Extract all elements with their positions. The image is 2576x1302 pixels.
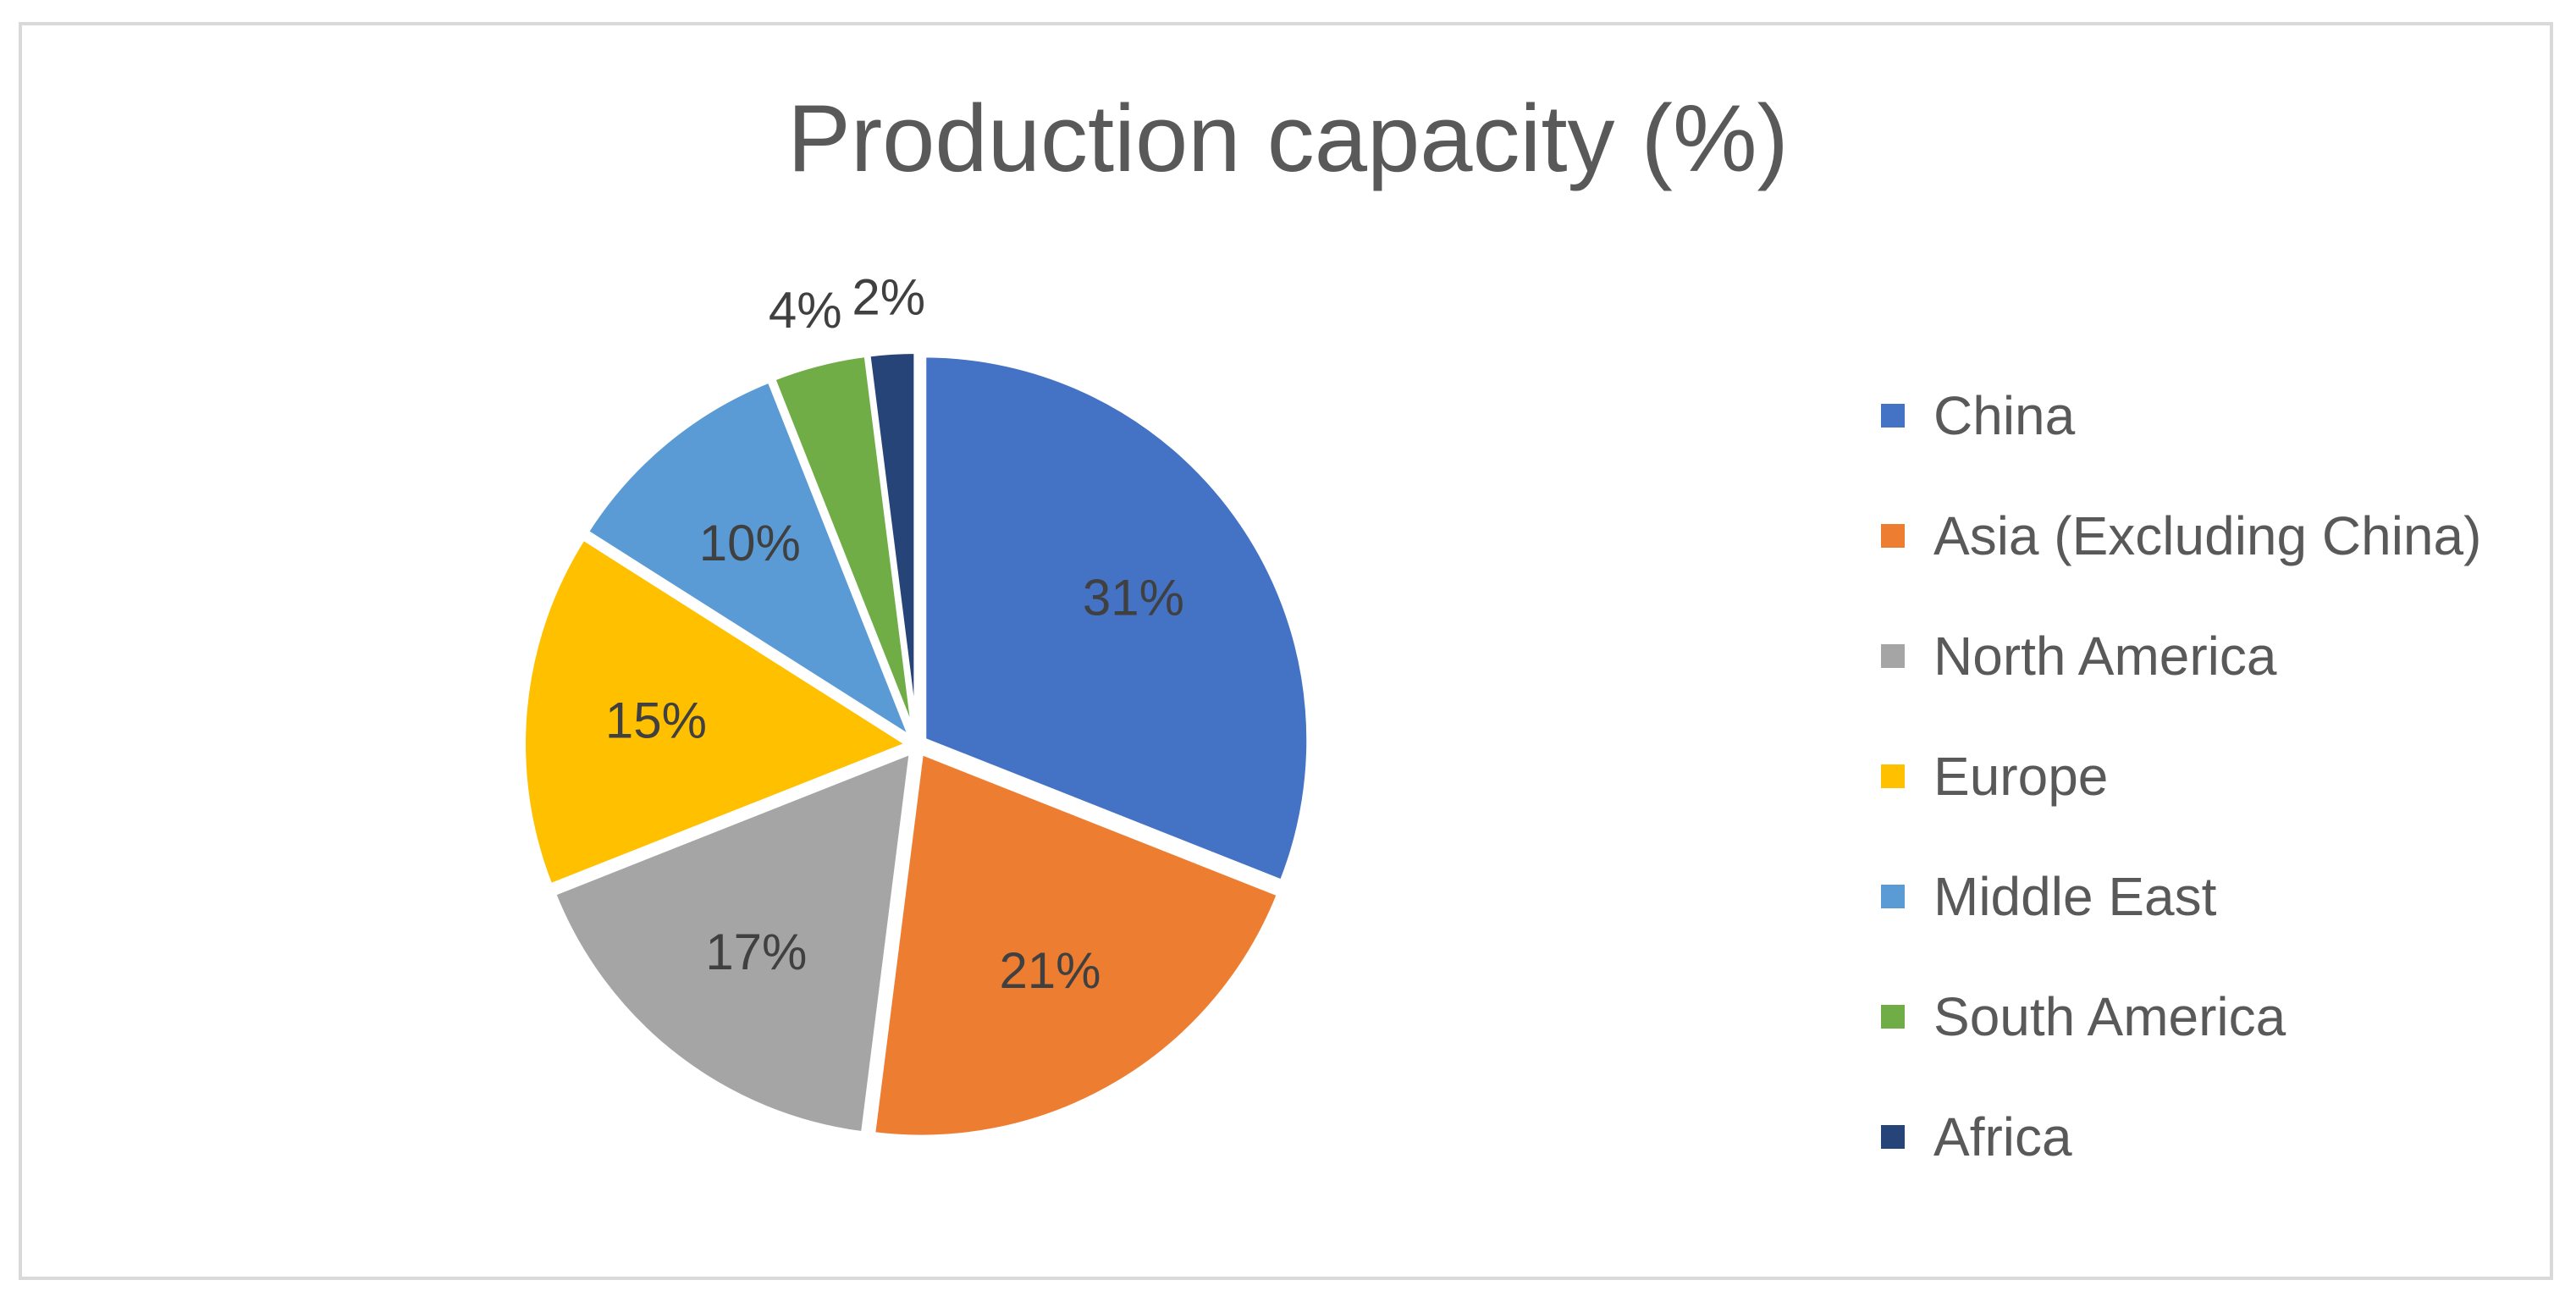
- pie-slice-asia-excluding-china: [869, 748, 1283, 1140]
- legend-label: Asia (Excluding China): [1933, 505, 2482, 566]
- pie-slice-middle-east: [582, 377, 917, 745]
- legend-swatch: [1881, 644, 1905, 668]
- legend-label: Europe: [1933, 746, 2109, 807]
- legend-item: Asia (Excluding China): [1881, 476, 2481, 596]
- data-label: 15%: [605, 692, 707, 748]
- legend-item: China: [1881, 356, 2481, 476]
- legend-item: Middle East: [1881, 836, 2481, 957]
- legend-swatch: [1881, 1125, 1905, 1149]
- legend-label: Middle East: [1933, 866, 2217, 927]
- legend-swatch: [1881, 404, 1905, 428]
- legend-item: South America: [1881, 957, 2481, 1077]
- data-label: 2%: [852, 269, 925, 326]
- legend-item: Africa: [1881, 1077, 2481, 1197]
- data-label: 21%: [999, 942, 1100, 999]
- data-label: 31%: [1083, 570, 1184, 626]
- legend-item: Europe: [1881, 716, 2481, 836]
- legend: China Asia (Excluding China) North America…: [1881, 356, 2481, 1197]
- legend-swatch: [1881, 764, 1905, 788]
- pie-slice-north-america: [549, 748, 915, 1137]
- legend-item: North America: [1881, 596, 2481, 716]
- data-label: 10%: [699, 515, 801, 571]
- pie-slice-africa: [864, 349, 919, 737]
- data-label: 4%: [769, 282, 842, 339]
- pie-slice-china: [921, 352, 1312, 885]
- legend-label: China: [1933, 385, 2076, 446]
- pie-slice-europe: [521, 534, 914, 890]
- chart-title: Production capacity (%): [787, 86, 1789, 191]
- legend-swatch: [1881, 885, 1905, 908]
- legend-label: North America: [1933, 626, 2277, 687]
- data-label: 17%: [705, 924, 807, 980]
- legend-label: South America: [1933, 986, 2286, 1047]
- legend-swatch: [1881, 1005, 1905, 1029]
- legend-swatch: [1881, 524, 1905, 548]
- legend-label: Africa: [1933, 1106, 2072, 1167]
